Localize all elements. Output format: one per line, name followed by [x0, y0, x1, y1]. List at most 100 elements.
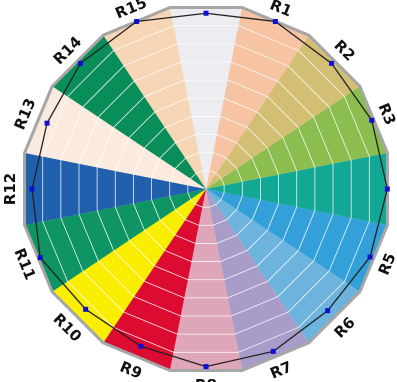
grid-ring-4-segment — [133, 203, 145, 231]
grid-ring-7-segment — [98, 260, 135, 297]
sector-r9 — [103, 189, 206, 371]
grid-ring-3-segment — [236, 142, 253, 159]
grid-ring-4-segment — [164, 250, 192, 262]
grid-ring-5-segment — [223, 265, 258, 281]
data-point-r11 — [37, 255, 43, 261]
grid-ring-2-segment — [185, 152, 199, 159]
grid-ring-2-segment — [174, 209, 186, 221]
grid-ring-1-segment — [215, 198, 222, 205]
grid-ring-1-segment — [221, 192, 225, 200]
category-label-r3: R3 — [375, 100, 397, 127]
grid-ring-9-segment — [113, 327, 174, 353]
grid-ring-7-segment — [133, 296, 181, 317]
sector-r7 — [206, 189, 309, 371]
grid-ring-1-segment — [209, 170, 217, 174]
data-point-r7 — [270, 348, 276, 354]
grid-ring-3-segment — [175, 234, 196, 244]
grid-ring-4-segment — [246, 229, 268, 251]
grid-ring-6-segment — [96, 210, 115, 251]
grid-ring-9-segment — [113, 25, 174, 51]
grid-ring-1-segment — [215, 173, 222, 180]
grid-ring-7-segment — [231, 61, 279, 82]
grid-ring-6-segment — [297, 127, 316, 168]
grid-ring-5-segment — [114, 137, 130, 172]
grid-ring-3-segment — [251, 199, 261, 220]
data-point-r13 — [44, 120, 50, 126]
grid-ring-5-segment — [282, 206, 298, 241]
grid-ring-2-segment — [169, 168, 176, 182]
grid-ring-8-segment — [328, 217, 352, 272]
data-point-r12 — [29, 186, 35, 192]
grid-ring-4-segment — [220, 116, 248, 128]
data-point-r3 — [369, 117, 375, 123]
data-point-r14 — [77, 60, 83, 66]
grid-ring-4-segment — [164, 116, 192, 128]
grid-ring-4-segment — [267, 203, 279, 231]
grid-ring-8-segment — [60, 106, 84, 161]
category-label-r8: R8 — [195, 376, 217, 382]
grid-ring-7-segment — [78, 116, 99, 164]
grid-ring-8-segment — [123, 311, 178, 335]
grid-ring-9-segment — [42, 221, 68, 282]
grid-ring-2-segment — [185, 219, 199, 226]
grid-ring-6-segment — [144, 280, 185, 299]
category-label-r7: R7 — [267, 358, 294, 382]
grid-ring-2-segment — [226, 157, 238, 169]
grid-ring-7-segment — [231, 296, 279, 317]
sector-r5 — [206, 189, 388, 292]
grid-ring-8-segment — [234, 43, 289, 67]
data-point-r1 — [272, 19, 278, 24]
grid-ring-9-segment — [344, 96, 370, 157]
grid-ring-5-segment — [223, 97, 258, 113]
grid-ring-6-segment — [297, 210, 316, 251]
category-label-r12: R12 — [1, 173, 19, 205]
data-point-r2 — [329, 60, 335, 66]
grid-ring-7-segment — [277, 81, 314, 118]
grid-ring-1-segment — [195, 170, 203, 174]
category-label-r4: R4 — [393, 178, 397, 200]
category-label-r9: R9 — [117, 358, 144, 382]
data-point-r6 — [325, 308, 331, 314]
category-label-cri: CRI — [192, 0, 220, 2]
grid-ring-7-segment — [133, 61, 181, 82]
grid-ring-9-segment — [42, 96, 68, 157]
grid-ring-2-segment — [236, 168, 243, 182]
grid-ring-4-segment — [144, 229, 166, 251]
grid-ring-2-segment — [174, 157, 186, 169]
category-label-r1: R1 — [267, 0, 294, 20]
grid-ring-8-segment — [60, 217, 84, 272]
sector-r1 — [206, 7, 309, 189]
grid-ring-5-segment — [128, 111, 155, 138]
grid-ring-3-segment — [251, 158, 261, 179]
grid-ring-5-segment — [154, 265, 189, 281]
grid-ring-2-segment — [226, 209, 238, 221]
grid-ring-9-segment — [298, 50, 345, 97]
grid-ring-8-segment — [82, 270, 125, 313]
grid-ring-2-segment — [213, 152, 227, 159]
grid-ring-5-segment — [282, 137, 298, 172]
sector-r3 — [206, 86, 388, 189]
grid-ring-6-segment — [267, 96, 299, 128]
grid-ring-6-segment — [113, 96, 145, 128]
grid-ring-4-segment — [144, 127, 166, 149]
grid-ring-5-segment — [114, 206, 130, 241]
grid-ring-1-segment — [187, 192, 191, 200]
grid-ring-5-segment — [128, 240, 155, 267]
grid-ring-3-segment — [216, 134, 237, 144]
grid-layer — [42, 25, 370, 353]
grid-ring-9-segment — [238, 25, 299, 51]
grid-ring-6-segment — [267, 250, 299, 282]
grid-ring-2-segment — [213, 219, 227, 226]
grid-ring-5-segment — [257, 111, 284, 138]
outer-rim — [23, 6, 389, 372]
grid-ring-3-segment — [159, 219, 176, 236]
grid-ring-7-segment — [78, 214, 99, 262]
series-layer — [29, 10, 390, 370]
grid-ring-1-segment — [187, 178, 191, 186]
grid-ring-9-segment — [238, 327, 299, 353]
grid-ring-8-segment — [82, 65, 125, 108]
data-point-r4 — [384, 186, 390, 192]
grid-ring-4-segment — [133, 147, 145, 175]
grid-ring-4-segment — [267, 147, 279, 175]
